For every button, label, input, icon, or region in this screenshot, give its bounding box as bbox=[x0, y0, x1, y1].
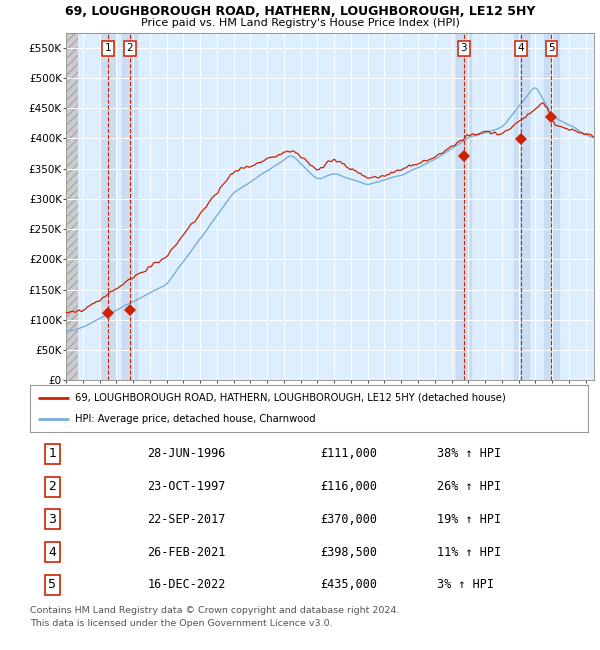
Text: 69, LOUGHBOROUGH ROAD, HATHERN, LOUGHBOROUGH, LE12 5HY (detached house): 69, LOUGHBOROUGH ROAD, HATHERN, LOUGHBOR… bbox=[74, 393, 505, 402]
Text: 4: 4 bbox=[49, 545, 56, 558]
Text: HPI: Average price, detached house, Charnwood: HPI: Average price, detached house, Char… bbox=[74, 414, 315, 424]
Text: £435,000: £435,000 bbox=[320, 578, 377, 592]
Text: 2: 2 bbox=[127, 43, 133, 53]
Text: 1: 1 bbox=[104, 43, 111, 53]
Text: 2: 2 bbox=[49, 480, 56, 493]
Text: This data is licensed under the Open Government Licence v3.0.: This data is licensed under the Open Gov… bbox=[30, 619, 332, 628]
Text: 16-DEC-2022: 16-DEC-2022 bbox=[147, 578, 226, 592]
Text: £398,500: £398,500 bbox=[320, 545, 377, 558]
Bar bbox=[456, 32, 471, 380]
Bar bbox=[514, 32, 529, 380]
Text: Price paid vs. HM Land Registry's House Price Index (HPI): Price paid vs. HM Land Registry's House … bbox=[140, 18, 460, 28]
Text: 38% ↑ HPI: 38% ↑ HPI bbox=[437, 447, 502, 460]
Text: 19% ↑ HPI: 19% ↑ HPI bbox=[437, 513, 502, 526]
Text: 23-OCT-1997: 23-OCT-1997 bbox=[147, 480, 226, 493]
Text: 26% ↑ HPI: 26% ↑ HPI bbox=[437, 480, 502, 493]
Text: Contains HM Land Registry data © Crown copyright and database right 2024.: Contains HM Land Registry data © Crown c… bbox=[30, 606, 400, 615]
Text: 4: 4 bbox=[518, 43, 524, 53]
Text: 3% ↑ HPI: 3% ↑ HPI bbox=[437, 578, 494, 592]
Text: 26-FEB-2021: 26-FEB-2021 bbox=[147, 545, 226, 558]
Bar bbox=[100, 32, 115, 380]
Text: 22-SEP-2017: 22-SEP-2017 bbox=[147, 513, 226, 526]
Text: 1: 1 bbox=[49, 447, 56, 460]
Text: 11% ↑ HPI: 11% ↑ HPI bbox=[437, 545, 502, 558]
Text: £116,000: £116,000 bbox=[320, 480, 377, 493]
Text: 5: 5 bbox=[548, 43, 555, 53]
Text: £111,000: £111,000 bbox=[320, 447, 377, 460]
Text: 69, LOUGHBOROUGH ROAD, HATHERN, LOUGHBOROUGH, LE12 5HY: 69, LOUGHBOROUGH ROAD, HATHERN, LOUGHBOR… bbox=[65, 5, 535, 18]
Text: 28-JUN-1996: 28-JUN-1996 bbox=[147, 447, 226, 460]
Bar bbox=[544, 32, 559, 380]
Bar bbox=[66, 32, 78, 380]
Bar bbox=[122, 32, 137, 380]
Text: 3: 3 bbox=[460, 43, 467, 53]
Text: 3: 3 bbox=[49, 513, 56, 526]
Text: 5: 5 bbox=[49, 578, 56, 592]
Text: £370,000: £370,000 bbox=[320, 513, 377, 526]
